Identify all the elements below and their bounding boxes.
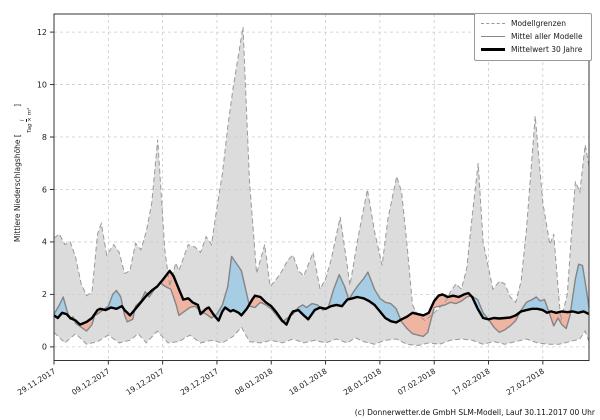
climate-mean-line [53, 269, 590, 326]
x-tick-label: 18.01.2018 [287, 366, 328, 397]
legend-line-sample-dashed [481, 23, 505, 24]
y-axis-label: Mittlere Niederschlagshöhe [l Tag × m²] [13, 8, 34, 338]
fill-below-normal [248, 295, 283, 322]
x-tick-label: 29.11.2017 [16, 366, 57, 397]
x-tick-label: 09.12.2017 [70, 366, 111, 397]
unit-denominator: Tag × m² [27, 107, 34, 134]
y-axis-label-text: Mittlere Niederschlagshöhe [ [13, 134, 22, 243]
unit-fraction: l Tag × m² [20, 108, 34, 133]
y-tick-label: 8 [42, 133, 47, 142]
y-tick-label: 2 [42, 290, 47, 299]
fill-above-normal [103, 290, 123, 311]
legend-line-sample-black [481, 48, 505, 51]
legend-label: Mittelwert 30 Jahre [511, 45, 583, 54]
fill-below-normal [400, 293, 472, 337]
y-tick-label: 10 [37, 80, 47, 89]
x-tick-label: 29.12.2017 [179, 366, 220, 397]
x-tick-label: 07.02.2018 [396, 366, 437, 397]
x-tick-label: 08.01.2018 [233, 366, 274, 397]
y-axis-label-suffix: ] [13, 103, 22, 107]
x-tick-label: 28.01.2018 [342, 366, 383, 397]
y-tick-label: 4 [42, 238, 47, 247]
legend-item: Mittelwert 30 Jahre [481, 43, 585, 56]
model-mean-line [53, 255, 590, 338]
y-tick-label: 0 [42, 343, 47, 352]
legend-label: Modellgrenzen [511, 19, 566, 28]
legend: Modellgrenzen Mittel aller Modelle Mittelw… [474, 13, 592, 61]
plot-border [53, 13, 590, 361]
legend-line-sample-gray [481, 36, 505, 37]
copyright-footer: (c) Donnerwetter.de GmbH SLM-Modell, Lau… [354, 408, 595, 417]
legend-item: Mittel aller Modelle [481, 30, 585, 43]
x-tick-label: 19.12.2017 [124, 366, 165, 397]
fill-below-normal [489, 310, 521, 333]
fill-above-normal [570, 264, 589, 315]
fill-above-normal [214, 256, 249, 321]
legend-label: Mittel aller Modelle [511, 32, 583, 41]
model-range-band [54, 26, 589, 346]
fill-above-normal [329, 272, 401, 323]
x-tick-label: 17.02.2018 [450, 366, 491, 397]
fill-above-normal [296, 303, 321, 320]
y-tick-label: 6 [42, 185, 47, 194]
legend-item: Modellgrenzen [481, 17, 585, 30]
x-tick-label: 27.02.2018 [505, 366, 546, 397]
model-range-upper-line [53, 26, 590, 322]
y-tick-label: 12 [37, 28, 47, 37]
